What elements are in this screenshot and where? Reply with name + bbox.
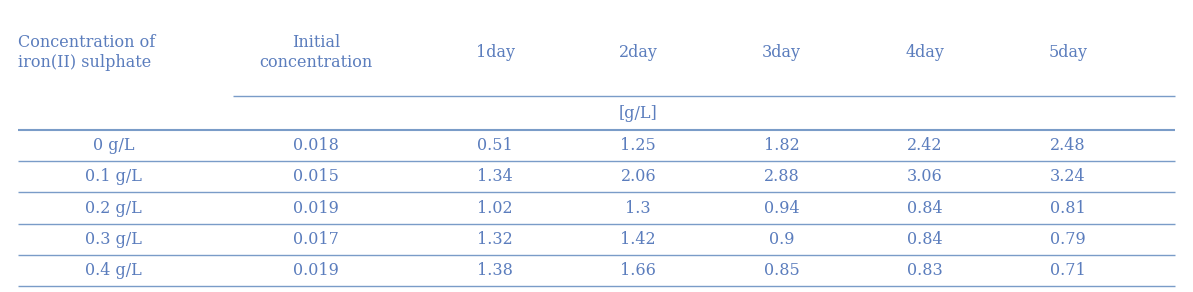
Text: 0.83: 0.83	[907, 262, 942, 279]
Text: 0.4 g/L: 0.4 g/L	[85, 262, 142, 279]
Text: 0.1 g/L: 0.1 g/L	[85, 168, 142, 185]
Text: Concentration of
iron(II) sulphate: Concentration of iron(II) sulphate	[18, 34, 155, 71]
Text: 0.015: 0.015	[293, 168, 339, 185]
Text: 5day: 5day	[1049, 44, 1087, 61]
Text: 2day: 2day	[619, 44, 657, 61]
Text: 1.34: 1.34	[477, 168, 513, 185]
Text: 3.06: 3.06	[907, 168, 942, 185]
Text: 0.79: 0.79	[1050, 231, 1086, 248]
Text: 4day: 4day	[905, 44, 944, 61]
Text: 3day: 3day	[762, 44, 801, 61]
Text: [g/L]: [g/L]	[619, 105, 657, 122]
Text: 2.42: 2.42	[907, 137, 942, 154]
Text: 1.38: 1.38	[477, 262, 513, 279]
Text: 3.24: 3.24	[1050, 168, 1086, 185]
Text: 1day: 1day	[476, 44, 514, 61]
Text: 0.51: 0.51	[477, 137, 513, 154]
Text: 0.84: 0.84	[907, 231, 942, 248]
Text: 1.66: 1.66	[620, 262, 656, 279]
Text: 1.02: 1.02	[477, 199, 513, 217]
Text: 1.3: 1.3	[625, 199, 651, 217]
Text: 0.71: 0.71	[1050, 262, 1086, 279]
Text: 1.25: 1.25	[620, 137, 656, 154]
Text: 0.019: 0.019	[293, 199, 339, 217]
Text: 1.32: 1.32	[477, 231, 513, 248]
Text: 0.2 g/L: 0.2 g/L	[85, 199, 142, 217]
Text: Initial
concentration: Initial concentration	[260, 34, 372, 71]
Text: 0.017: 0.017	[293, 231, 339, 248]
Text: 0.81: 0.81	[1050, 199, 1086, 217]
Text: 0.94: 0.94	[764, 199, 799, 217]
Text: 2.88: 2.88	[764, 168, 799, 185]
Text: 0 g/L: 0 g/L	[93, 137, 134, 154]
Text: 0.84: 0.84	[907, 199, 942, 217]
Text: 0.85: 0.85	[764, 262, 799, 279]
Text: 0.018: 0.018	[293, 137, 339, 154]
Text: 1.82: 1.82	[764, 137, 799, 154]
Text: 1.42: 1.42	[620, 231, 656, 248]
Text: 2.06: 2.06	[620, 168, 656, 185]
Text: 2.48: 2.48	[1050, 137, 1086, 154]
Text: 0.9: 0.9	[768, 231, 795, 248]
Text: 0.3 g/L: 0.3 g/L	[85, 231, 142, 248]
Text: 0.019: 0.019	[293, 262, 339, 279]
